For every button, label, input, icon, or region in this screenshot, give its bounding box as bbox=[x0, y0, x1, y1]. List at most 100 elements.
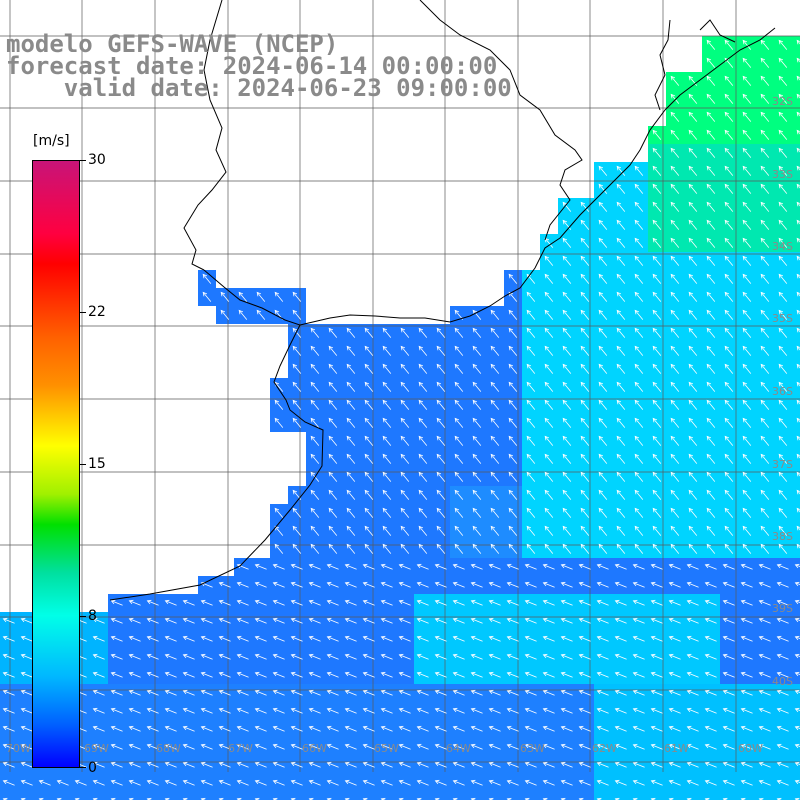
wind-arrow bbox=[723, 672, 735, 678]
wind-arrow-head bbox=[20, 761, 26, 767]
wind-arrow-head bbox=[598, 183, 604, 189]
wind-arrow bbox=[760, 418, 770, 428]
wind-arrow-head bbox=[542, 563, 548, 569]
wind-arrow bbox=[724, 328, 734, 338]
wind-arrow bbox=[147, 726, 159, 732]
wind-arrow-head bbox=[382, 525, 388, 531]
wind-arrow bbox=[274, 526, 284, 536]
wind-arrow bbox=[543, 564, 555, 570]
lat-label: 33S bbox=[772, 168, 793, 181]
wind-arrow bbox=[363, 780, 375, 786]
wind-arrow-head bbox=[218, 779, 224, 785]
wind-arrow-head bbox=[722, 635, 728, 641]
wind-arrow bbox=[796, 346, 800, 351]
wind-arrow bbox=[561, 780, 573, 786]
colorbar-tick bbox=[80, 464, 86, 465]
wind-arrow bbox=[507, 564, 519, 570]
wind-arrow-head bbox=[634, 489, 640, 495]
wind-arrow-head bbox=[490, 489, 496, 495]
wind-arrow bbox=[129, 690, 141, 696]
wind-arrow bbox=[345, 780, 357, 786]
wind-arrow bbox=[598, 526, 608, 536]
wind-speed-cell bbox=[720, 792, 738, 800]
wind-arrow bbox=[490, 544, 500, 554]
wind-arrow-head bbox=[290, 671, 296, 677]
wind-arrow bbox=[706, 40, 716, 50]
wind-speed-cell bbox=[522, 792, 540, 800]
wind-arrow-head bbox=[704, 563, 710, 569]
wind-arrow bbox=[688, 202, 698, 212]
wind-arrow bbox=[507, 600, 519, 606]
wind-arrow-head bbox=[686, 725, 692, 731]
wind-arrow bbox=[507, 672, 519, 678]
wind-arrow-head bbox=[436, 417, 442, 423]
wind-arrow bbox=[706, 58, 716, 68]
wind-arrow bbox=[21, 744, 33, 750]
wind-arrow-head bbox=[254, 725, 260, 731]
wind-arrow-head bbox=[596, 707, 602, 713]
wind-arrow-head bbox=[760, 417, 766, 423]
wind-arrow-head bbox=[650, 797, 656, 800]
wind-arrow bbox=[111, 708, 123, 714]
wind-arrow-head bbox=[742, 543, 748, 549]
wind-arrow bbox=[561, 654, 573, 660]
wind-arrow-head bbox=[650, 653, 656, 659]
wind-arrow-head bbox=[542, 635, 548, 641]
wind-arrow-head bbox=[524, 671, 530, 677]
wind-arrow-head bbox=[526, 543, 532, 549]
wind-arrow bbox=[525, 582, 537, 588]
wind-arrow-head bbox=[560, 725, 566, 731]
wind-arrow bbox=[688, 130, 698, 140]
wind-arrow-head bbox=[328, 381, 334, 387]
wind-arrow bbox=[688, 166, 698, 176]
wind-arrow-head bbox=[668, 599, 674, 605]
wind-arrow-head bbox=[488, 617, 494, 623]
wind-arrow bbox=[201, 618, 213, 624]
wind-arrow bbox=[346, 472, 356, 482]
wind-arrow-head bbox=[346, 363, 352, 369]
wind-arrow bbox=[165, 672, 177, 678]
wind-arrow-head bbox=[74, 779, 80, 785]
wind-arrow-head bbox=[326, 707, 332, 713]
wind-arrow bbox=[687, 600, 699, 606]
wind-arrow-head bbox=[308, 797, 314, 800]
wind-arrow bbox=[147, 618, 159, 624]
wind-arrow-head bbox=[254, 653, 260, 659]
wind-arrow-head bbox=[776, 725, 782, 731]
wind-arrow-head bbox=[632, 581, 638, 587]
wind-arrow-head bbox=[706, 237, 712, 243]
wind-arrow bbox=[597, 654, 609, 660]
wind-arrow-head bbox=[760, 525, 766, 531]
wind-arrow-head bbox=[688, 129, 694, 135]
wind-arrow-head bbox=[200, 671, 206, 677]
wind-arrow-head bbox=[634, 453, 640, 459]
wind-arrow-head bbox=[254, 617, 260, 623]
wind-arrow bbox=[669, 726, 681, 732]
wind-arrow bbox=[706, 454, 716, 464]
wind-arrow-head bbox=[202, 273, 208, 279]
wind-speed-cell bbox=[306, 792, 324, 800]
wind-arrow bbox=[742, 328, 752, 338]
lon-label: 68W bbox=[156, 742, 181, 755]
wind-arrow bbox=[579, 690, 591, 696]
wind-arrow bbox=[202, 292, 212, 302]
wind-arrow-head bbox=[706, 417, 712, 423]
wind-arrow bbox=[598, 544, 608, 554]
wind-arrow bbox=[309, 564, 321, 570]
wind-arrow-head bbox=[488, 797, 494, 800]
wind-speed-cell bbox=[792, 198, 800, 216]
wind-arrow-head bbox=[596, 725, 602, 731]
wind-arrow bbox=[363, 726, 375, 732]
wind-arrow-head bbox=[310, 417, 316, 423]
wind-arrow-head bbox=[652, 471, 658, 477]
wind-arrow-head bbox=[254, 581, 260, 587]
wind-arrow-head bbox=[724, 345, 730, 351]
wind-speed-cell bbox=[792, 612, 800, 630]
wind-arrow-head bbox=[722, 599, 728, 605]
wind-arrow-head bbox=[740, 797, 746, 800]
wind-arrow-head bbox=[634, 327, 640, 333]
wind-arrow-head bbox=[704, 761, 710, 767]
wind-arrow bbox=[669, 618, 681, 624]
wind-arrow-head bbox=[364, 435, 370, 441]
wind-speed-cell bbox=[792, 576, 800, 594]
